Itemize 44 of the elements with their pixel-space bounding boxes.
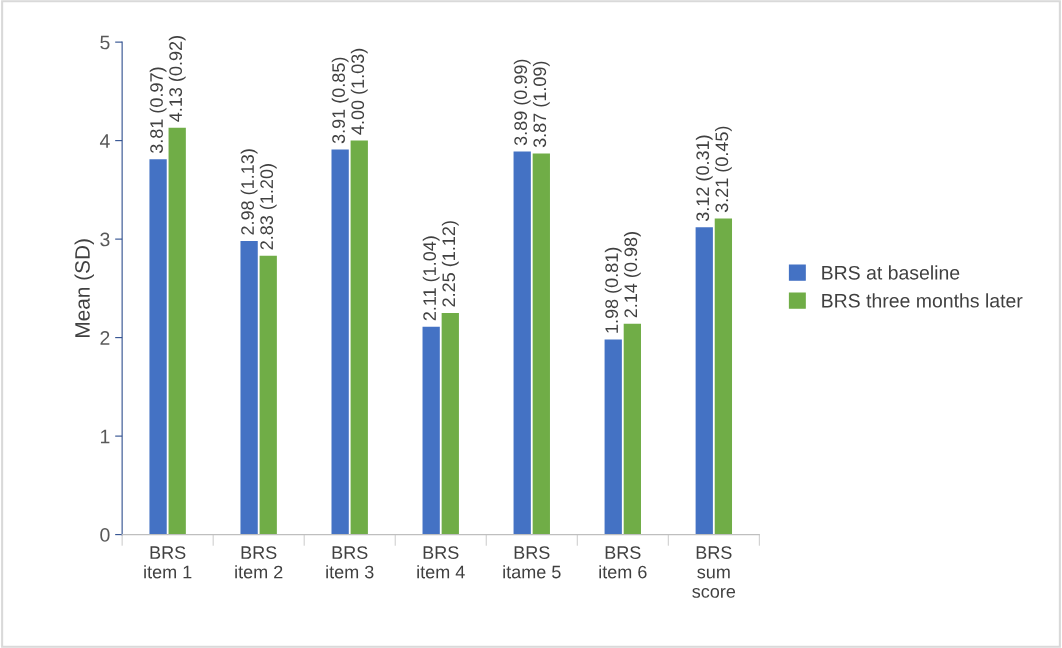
bar: [422, 326, 440, 535]
data-label: 1.98 (0.81): [604, 247, 622, 333]
y-tick-label: 1: [100, 429, 110, 444]
bar: [714, 218, 733, 535]
y-tick-label: 2: [100, 331, 110, 345]
data-label: 2.98 (1.13): [240, 149, 258, 235]
bar: [331, 149, 349, 535]
data-label: 2.11 (1.04): [422, 236, 440, 321]
y-tick-label: 0: [100, 528, 110, 542]
data-label: 3.81 (0.97): [149, 67, 167, 154]
x-tick-label: BRS item 2: [235, 546, 283, 579]
x-tick-label: BRS item 1: [144, 546, 192, 579]
data-label: 4.13 (0.92): [168, 36, 186, 122]
bar: [604, 339, 622, 535]
y-tick-label: 5: [100, 35, 110, 50]
x-tick-label: BRS sum score: [692, 546, 736, 598]
x-tick-label: BRS item 6: [599, 546, 647, 579]
y-tick-label: 3: [100, 232, 110, 247]
data-label: 3.91 (0.85): [331, 57, 349, 144]
x-tick-label: BRS itame 5: [503, 546, 561, 579]
data-label: 3.12 (0.31): [695, 135, 713, 222]
data-label: 4.00 (1.03): [350, 48, 368, 135]
bar: [168, 127, 186, 535]
bar: [532, 153, 550, 535]
bar: [695, 227, 713, 535]
data-label: 3.87 (1.09): [532, 61, 550, 148]
data-label: 2.14 (0.98): [623, 232, 641, 318]
data-label: 2.25 (1.12): [441, 221, 459, 307]
legend-label: BRS three months later: [822, 293, 1023, 308]
data-label: 2.83 (1.20): [259, 164, 277, 250]
x-tick-label: BRS item 3: [326, 546, 374, 579]
bar: [149, 159, 167, 535]
x-tick-label: BRS item 4: [417, 546, 465, 579]
bar: [240, 241, 258, 535]
legend-label: BRS at baseline: [822, 265, 960, 280]
bar: [441, 312, 459, 535]
bar: [513, 151, 531, 535]
bar: [259, 255, 277, 535]
bar: [623, 323, 641, 535]
data-label: 3.21 (0.45): [714, 126, 732, 213]
y-axis-title: Mean (SD): [74, 239, 94, 338]
data-label: 3.89 (0.99): [513, 59, 531, 146]
y-tick-label: 4: [99, 134, 110, 148]
bar: [350, 140, 368, 535]
